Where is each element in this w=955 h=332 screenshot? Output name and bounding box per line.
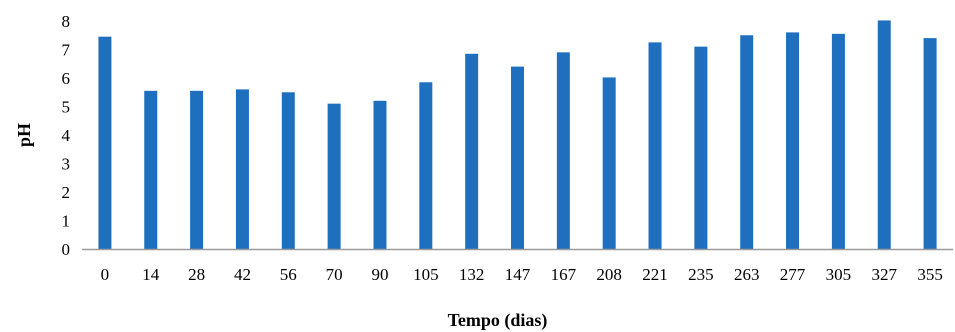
y-tick-label: 7 (62, 41, 71, 60)
bar (786, 32, 800, 250)
bar (602, 77, 616, 250)
x-tick-label: 0 (101, 265, 110, 284)
bar (373, 100, 387, 249)
y-tick-label: 4 (62, 126, 71, 145)
y-axis-ticks: 0 1 2 3 4 5 6 7 8 (62, 12, 71, 259)
x-tick-label: 235 (688, 265, 714, 284)
bar (98, 36, 112, 249)
x-tick-label: 277 (780, 265, 806, 284)
x-tick-label: 167 (551, 265, 577, 284)
bar (740, 35, 754, 249)
bar (465, 53, 479, 250)
x-tick-label: 105 (413, 265, 439, 284)
x-tick-label: 42 (234, 265, 251, 284)
x-tick-label: 355 (917, 265, 943, 284)
y-tick-label: 6 (62, 69, 71, 88)
bar (877, 20, 891, 250)
bar (923, 38, 937, 249)
x-tick-label: 147 (505, 265, 531, 284)
x-tick-label: 132 (459, 265, 485, 284)
x-tick-label: 70 (326, 265, 343, 284)
bar (556, 52, 570, 249)
y-tick-label: 2 (62, 183, 71, 202)
x-tick-label: 208 (596, 265, 622, 284)
bar (511, 66, 524, 249)
bar (327, 103, 341, 250)
x-axis-ticks: 0 14 28 42 56 70 90 105 132 147 167 208 221 235 263 277… (101, 265, 943, 284)
bar (419, 82, 433, 250)
bar (694, 46, 708, 250)
x-tick-label: 14 (142, 265, 160, 284)
x-tick-label: 90 (371, 265, 388, 284)
bar (190, 90, 204, 249)
x-axis-title: Tempo (dias) (448, 310, 548, 331)
x-tick-label: 221 (642, 265, 668, 284)
bar (648, 42, 662, 249)
y-tick-label: 5 (62, 98, 71, 117)
x-tick-label: 263 (734, 265, 760, 284)
y-tick-label: 3 (62, 155, 71, 174)
y-tick-label: 8 (62, 12, 71, 31)
y-axis-title: pH (14, 123, 34, 147)
bar (144, 90, 158, 249)
x-tick-label: 56 (280, 265, 297, 284)
bar-series (98, 20, 937, 250)
y-tick-label: 1 (62, 212, 71, 231)
bar (831, 33, 845, 250)
y-tick-label: 0 (62, 240, 71, 259)
bar (281, 92, 295, 249)
x-tick-label: 28 (188, 265, 205, 284)
x-tick-label: 305 (826, 265, 852, 284)
x-tick-label: 327 (871, 265, 897, 284)
bar (235, 89, 249, 250)
